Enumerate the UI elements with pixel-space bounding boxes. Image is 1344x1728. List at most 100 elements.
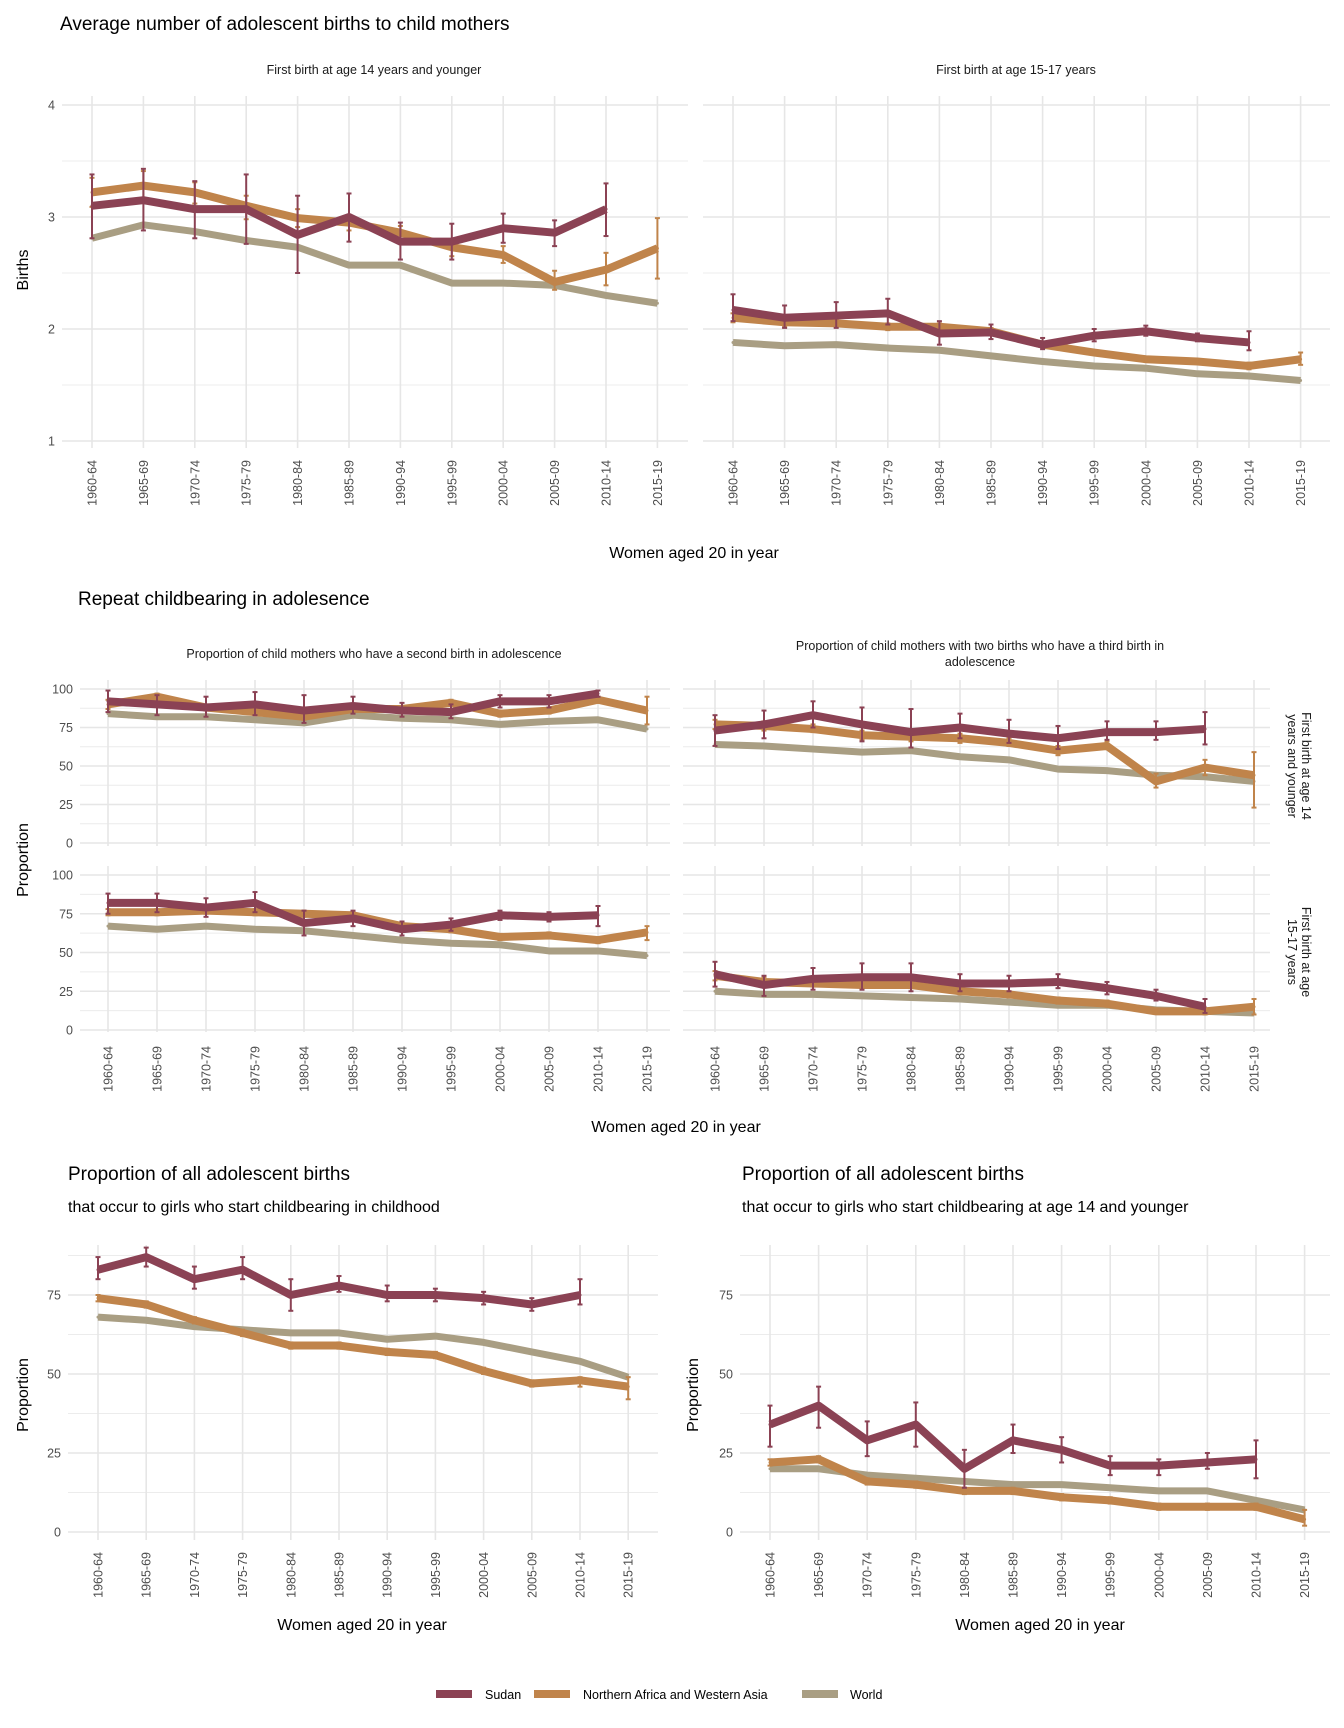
error-bar-sudan [1104,720,1110,741]
x-axis-title-middle: Women aged 20 in year [591,1119,761,1136]
data-point-nawa [886,325,890,329]
data-point-nawa [337,1344,341,1348]
chart-panel-third_birth_15_17: 1960-64 1965-69 1970-74 1975-79 1980-84 1985-… [683,866,1270,1092]
data-point-sudan [860,722,864,726]
x-tick-label: 2010-14 [1250,1552,1264,1598]
data-point-nawa [1144,357,1148,361]
data-point-world [886,346,890,350]
data-point-world [1007,1000,1011,1004]
data-point-nawa [1252,773,1256,777]
y-tick-label: 75 [59,907,73,921]
y-tick-label: 75 [59,721,73,735]
y-tick-label: 25 [59,985,73,999]
data-point-sudan [449,923,453,927]
data-point-world [811,747,815,751]
data-point-world [645,727,649,731]
data-point-world [1011,1483,1015,1487]
x-tick-label: 1960-64 [727,460,741,506]
data-point-sudan [886,311,890,315]
data-point-world [768,1467,772,1471]
data-point-sudan [1007,732,1011,736]
data-point-world [1060,1483,1064,1487]
data-point-world [253,927,257,931]
x-tick-label: 2015-19 [1248,1046,1262,1092]
data-point-world [817,1467,821,1471]
y-tick-label: 0 [66,1024,73,1038]
data-point-sudan [914,1423,918,1427]
data-point-world [596,718,600,722]
x-tick-label: 1995-99 [1088,460,1102,506]
x-tick-label: 1960-64 [86,460,100,506]
y-tick-label: 4 [48,99,55,113]
x-tick-label: 2000-04 [497,460,511,506]
y-tick-label: 50 [47,1368,61,1382]
x-tick-label: 1975-79 [249,1046,263,1092]
x-tick-label: 1960-64 [709,1046,723,1092]
data-point-world [762,744,766,748]
data-point-nawa [289,1344,293,1348]
data-point-world [530,1350,534,1354]
data-point-sudan [155,702,159,706]
x-tick-label: 1995-99 [445,460,459,506]
x-tick-label: 2010-14 [1199,1046,1213,1092]
x-tick-label: 1960-64 [92,1552,106,1598]
data-point-nawa [1105,744,1109,748]
strip-label-14-line2: years and younger [1285,714,1299,818]
data-point-nawa [385,1350,389,1354]
data-point-world [498,722,502,726]
x-tick-label: 1995-99 [1104,1552,1118,1598]
data-point-world [1056,767,1060,771]
data-point-nawa [1154,1009,1158,1013]
x-tick-label: 1975-79 [240,460,254,506]
error-bar-nawa [552,269,558,291]
data-point-world [958,755,962,759]
error-bar-sudan [1156,1458,1162,1477]
y-tick-label: 25 [719,1447,733,1461]
data-point-world [834,343,838,347]
data-point-world [501,281,505,285]
panel-title-births-14: First birth at age 14 years and younger [267,63,482,77]
x-tick-label: 2015-19 [641,1046,655,1092]
data-point-world [385,1337,389,1341]
chart-panel-share_14: 0 25 50 75 1960-64 1965-69 1970-74 1975-79 1980-… [719,1245,1330,1598]
legend-label-nawa: Northern Africa and Western Asia [583,1688,768,1702]
panel-title-third-birth-line1: Proportion of child mothers with two bir… [796,639,1164,653]
legend-label-sudan: Sudan [485,1688,521,1702]
data-point-sudan [433,1293,437,1297]
data-point-sudan [106,901,110,905]
data-point-nawa [433,1353,437,1357]
data-point-nawa [1056,999,1060,1003]
data-point-sudan [141,198,145,202]
data-point-world [398,263,402,267]
data-point-world [914,1476,918,1480]
legend-label-world: World [850,1688,882,1702]
error-bar-sudan [384,1284,390,1303]
data-point-world [1247,374,1251,378]
data-point-nawa [482,1369,486,1373]
data-point-sudan [1205,1460,1209,1464]
x-tick-label: 2000-04 [494,1046,508,1092]
x-tick-label: 1960-64 [764,1552,778,1598]
data-point-nawa [596,938,600,942]
data-point-world [937,348,941,352]
x-tick-label: 1970-74 [188,460,202,506]
data-point-world [1105,769,1109,773]
data-point-nawa [626,1385,630,1389]
data-point-sudan [302,921,306,925]
data-point-world [1195,372,1199,376]
data-point-sudan [1007,982,1011,985]
data-point-world [1108,1486,1112,1490]
data-point-world [1157,1489,1161,1493]
x-tick-label: 1990-94 [1003,1046,1017,1092]
y-tick-label: 100 [52,869,73,883]
error-bar-sudan [577,1278,583,1306]
x-tick-label: 1970-74 [861,1552,875,1598]
x-tick-label: 2000-04 [1101,1046,1115,1092]
y-tick-label: 50 [59,760,73,774]
data-point-sudan [296,233,300,237]
data-point-sudan [604,207,608,211]
x-tick-label: 2005-09 [1150,1046,1164,1092]
data-point-sudan [337,1284,341,1288]
data-point-nawa [547,709,551,713]
data-point-nawa [96,1296,100,1300]
